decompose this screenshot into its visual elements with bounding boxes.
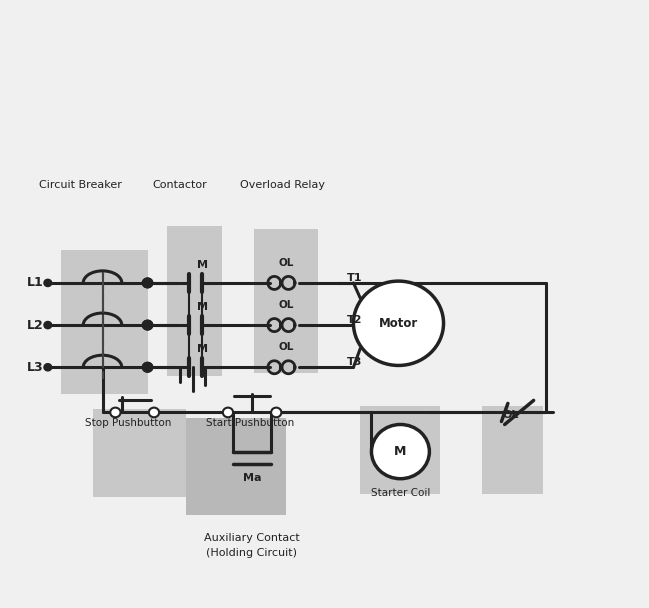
Circle shape — [142, 278, 153, 288]
Circle shape — [271, 407, 282, 417]
Circle shape — [110, 407, 121, 417]
Circle shape — [142, 362, 153, 372]
Text: Ma: Ma — [243, 472, 261, 483]
Text: M: M — [394, 445, 407, 458]
Text: Stop Pushbutton: Stop Pushbutton — [85, 418, 171, 429]
Text: Motor: Motor — [379, 317, 418, 330]
Text: M: M — [197, 260, 208, 270]
Circle shape — [142, 320, 153, 330]
Text: T2: T2 — [347, 316, 363, 325]
FancyBboxPatch shape — [254, 229, 318, 373]
Text: OL: OL — [278, 342, 293, 352]
Circle shape — [142, 320, 153, 330]
Text: OL: OL — [278, 300, 293, 310]
FancyBboxPatch shape — [482, 406, 543, 494]
Circle shape — [142, 362, 153, 372]
Text: L1: L1 — [27, 277, 43, 289]
Text: L3: L3 — [27, 361, 43, 374]
Text: Contactor: Contactor — [153, 181, 207, 190]
FancyBboxPatch shape — [93, 409, 186, 497]
Circle shape — [223, 407, 233, 417]
FancyBboxPatch shape — [360, 406, 440, 494]
Text: Circuit Breaker: Circuit Breaker — [38, 181, 121, 190]
Text: Overload Relay: Overload Relay — [240, 181, 325, 190]
Circle shape — [44, 279, 52, 286]
Text: M: M — [197, 302, 208, 312]
FancyBboxPatch shape — [167, 226, 221, 376]
Text: Starter Coil: Starter Coil — [371, 488, 430, 498]
Circle shape — [142, 278, 153, 288]
FancyBboxPatch shape — [61, 250, 147, 395]
Circle shape — [44, 322, 52, 329]
Circle shape — [354, 281, 443, 365]
Text: OL: OL — [503, 410, 519, 420]
Text: Start Pushbutton: Start Pushbutton — [206, 418, 295, 429]
Text: Auxiliary Contact: Auxiliary Contact — [204, 533, 300, 543]
Circle shape — [371, 424, 430, 478]
Text: T3: T3 — [347, 358, 362, 367]
Text: L2: L2 — [27, 319, 43, 331]
Text: (Holding Circuit): (Holding Circuit) — [206, 548, 297, 558]
FancyBboxPatch shape — [186, 418, 286, 515]
Circle shape — [44, 364, 52, 371]
Text: M: M — [197, 344, 208, 354]
Circle shape — [149, 407, 159, 417]
Text: OL: OL — [278, 258, 293, 268]
Text: T1: T1 — [347, 273, 363, 283]
